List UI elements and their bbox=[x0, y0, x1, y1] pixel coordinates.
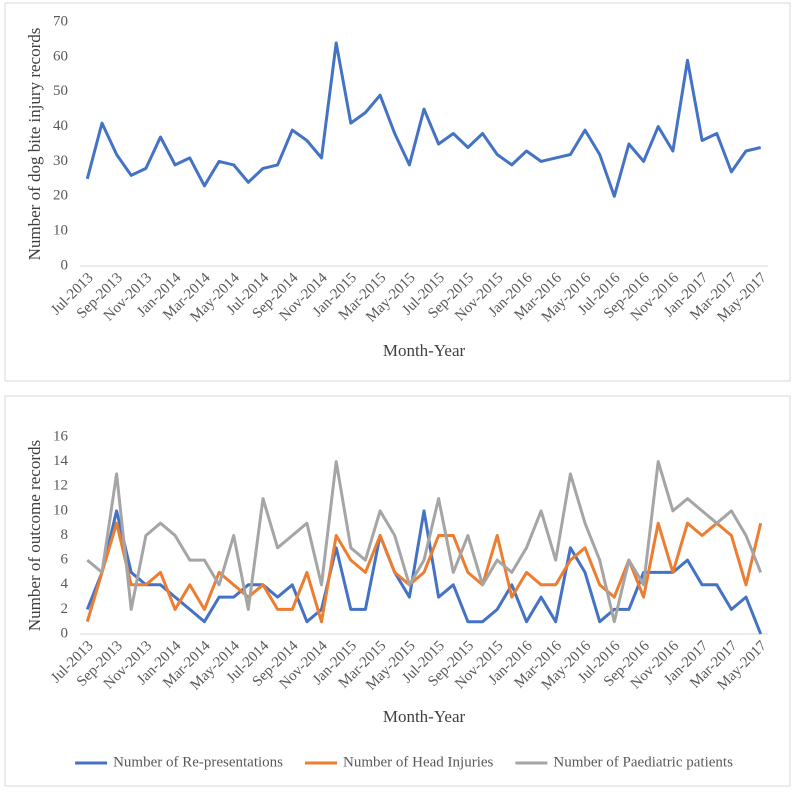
y-tick-label: 12 bbox=[53, 478, 68, 494]
y-tick-label: 4 bbox=[61, 576, 69, 592]
y-tick-label: 10 bbox=[53, 502, 68, 518]
legend-label: Number of Re-presentations bbox=[113, 754, 283, 770]
y-tick-label: 30 bbox=[53, 153, 68, 169]
y-tick-label: 70 bbox=[53, 13, 68, 29]
y-tick-label: 16 bbox=[53, 428, 69, 444]
y-tick-label: 0 bbox=[61, 257, 69, 273]
y-tick-label: 40 bbox=[53, 118, 68, 134]
y-tick-label: 14 bbox=[53, 453, 69, 469]
panel-border bbox=[4, 2, 791, 382]
y-tick-label: 2 bbox=[61, 601, 69, 617]
series-line bbox=[86, 460, 763, 624]
x-axis-label: Month-Year bbox=[383, 707, 466, 726]
y-tick-label: 8 bbox=[61, 527, 69, 543]
y-axis-label: Number of dog bite injury records bbox=[25, 28, 44, 261]
y-tick-label: 0 bbox=[61, 625, 69, 641]
legend-label: Number of Paediatric patients bbox=[553, 754, 733, 770]
y-tick-label: 6 bbox=[61, 552, 69, 568]
panel-border bbox=[4, 395, 791, 787]
x-axis-label: Month-Year bbox=[383, 341, 466, 360]
legend-label: Number of Head Injuries bbox=[343, 754, 494, 770]
y-tick-label: 50 bbox=[53, 83, 68, 99]
series-line bbox=[85, 41, 762, 198]
y-tick-label: 60 bbox=[53, 48, 68, 64]
y-tick-label: 10 bbox=[53, 223, 68, 239]
y-axis-label: Number of outcome records bbox=[25, 440, 44, 631]
series-line bbox=[85, 521, 763, 624]
y-tick-label: 20 bbox=[53, 188, 68, 204]
